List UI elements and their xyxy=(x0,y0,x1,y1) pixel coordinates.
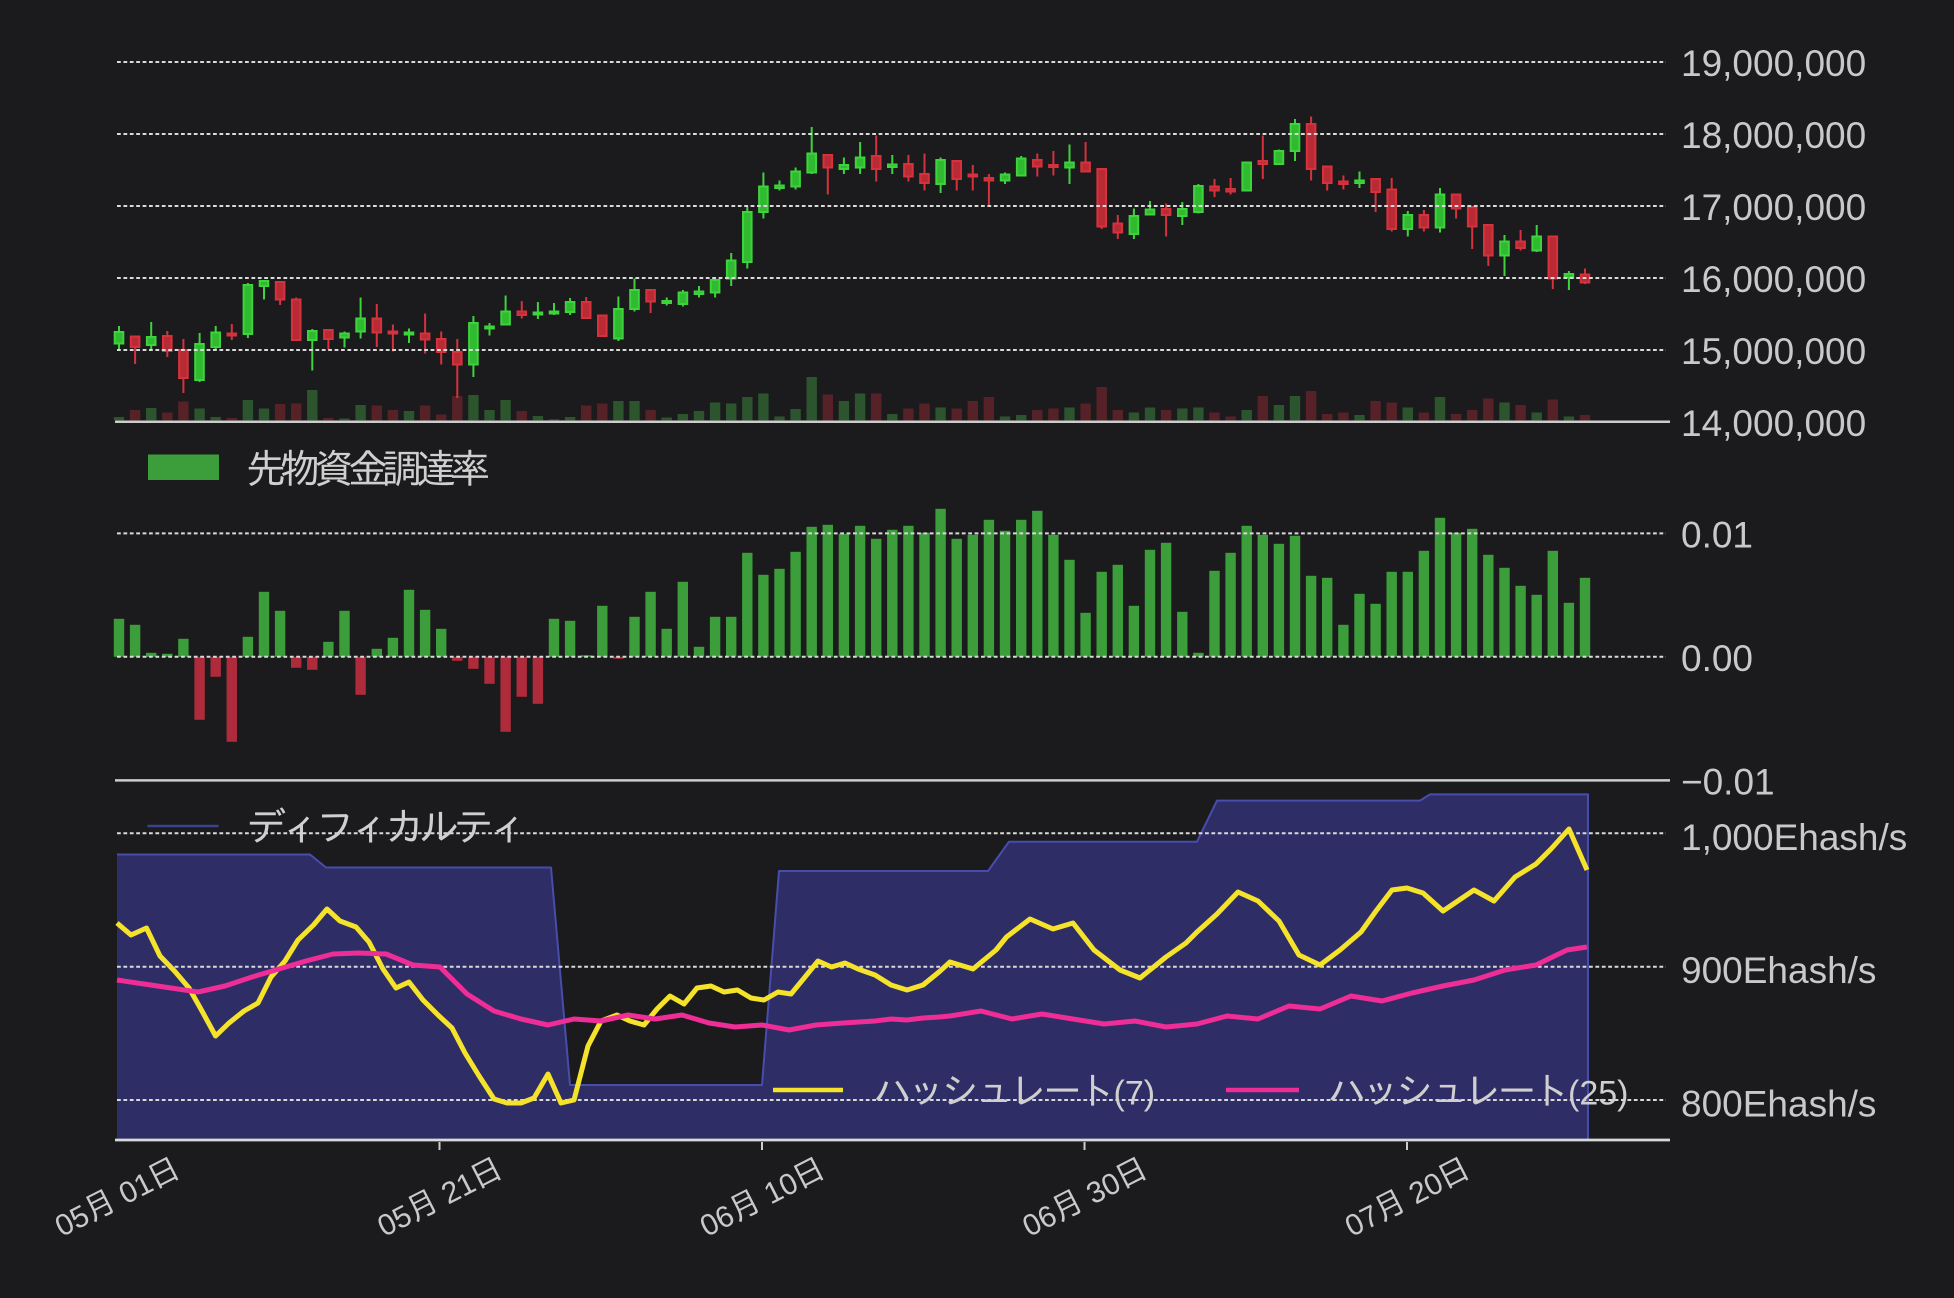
svg-text:1,000Ehash/s: 1,000Ehash/s xyxy=(1681,817,1907,858)
svg-text:−0.01: −0.01 xyxy=(1681,761,1775,802)
svg-text:0.01: 0.01 xyxy=(1681,514,1753,555)
svg-text:16,000,000: 16,000,000 xyxy=(1681,259,1866,300)
svg-text:(7): (7) xyxy=(1114,1075,1156,1113)
svg-text:0.00: 0.00 xyxy=(1681,638,1753,679)
svg-text:900Ehash/s: 900Ehash/s xyxy=(1681,950,1876,991)
svg-text:14,000,000: 14,000,000 xyxy=(1681,403,1866,444)
svg-text:15,000,000: 15,000,000 xyxy=(1681,331,1866,372)
svg-text:800Ehash/s: 800Ehash/s xyxy=(1681,1084,1876,1125)
svg-text:17,000,000: 17,000,000 xyxy=(1681,187,1866,228)
svg-text:19,000,000: 19,000,000 xyxy=(1681,43,1866,84)
svg-text:18,000,000: 18,000,000 xyxy=(1681,115,1866,156)
svg-text:(25): (25) xyxy=(1568,1075,1628,1113)
